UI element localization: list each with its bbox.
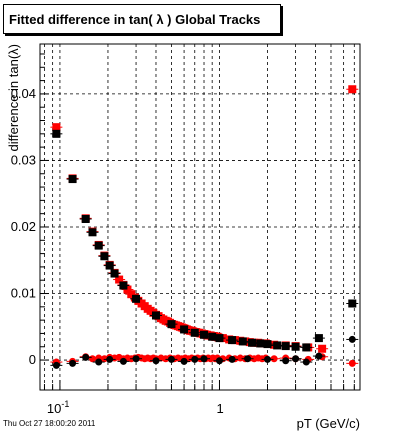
data-point	[88, 228, 97, 237]
data-point	[151, 311, 160, 320]
data-point	[190, 328, 199, 337]
data-point	[119, 357, 127, 365]
y-tick-label: 0.04	[11, 86, 36, 101]
data-point	[180, 325, 189, 334]
data-point	[256, 339, 265, 348]
data-point	[348, 359, 356, 367]
x-tick-label: 10-1	[47, 399, 69, 416]
data-point	[215, 334, 224, 343]
data-point	[244, 355, 252, 363]
data-point	[273, 341, 282, 350]
chart-title-box: Fitted difference in tan( λ ) Global Tra…	[3, 4, 281, 34]
y-tick-label: 0.02	[11, 219, 36, 234]
data-point	[132, 355, 140, 363]
y-tick-label: 0.03	[11, 152, 36, 167]
data-point	[69, 359, 77, 367]
data-point	[314, 334, 323, 343]
data-point	[208, 332, 217, 341]
axis-labels: 10-1 1 pT (GeV/c) difference in tan(λ)	[6, 44, 360, 431]
y-tick-label: 0.01	[11, 286, 36, 301]
data-point	[302, 358, 310, 366]
axes: 0 0.01 0.02 0.03 0.04	[11, 43, 361, 391]
x-axis-label: pT (GeV/c)	[297, 416, 360, 431]
data-point	[82, 353, 90, 361]
data-point	[110, 269, 119, 278]
data-point	[228, 355, 236, 363]
data-point	[270, 355, 278, 363]
data-point	[315, 352, 323, 360]
data-point	[318, 344, 327, 353]
data-point	[248, 338, 257, 347]
data-point	[238, 337, 247, 346]
data-point	[52, 129, 61, 138]
data-point	[115, 275, 124, 284]
data-point	[264, 355, 272, 363]
data-point	[95, 358, 103, 366]
data-point	[348, 85, 357, 94]
data-point	[105, 261, 114, 270]
data-points	[50, 85, 359, 369]
data-point	[52, 361, 60, 369]
data-point	[152, 357, 160, 365]
data-point	[100, 252, 109, 261]
data-point	[200, 330, 209, 339]
chart-title: Fitted difference in tan( λ ) Global Tra…	[9, 12, 261, 27]
data-point	[348, 299, 357, 308]
y-tick-label: 0	[29, 352, 36, 367]
data-point	[302, 343, 311, 352]
data-point	[52, 123, 61, 132]
data-point	[282, 357, 290, 365]
data-point	[191, 355, 199, 363]
data-point	[88, 355, 96, 363]
data-point	[291, 342, 300, 351]
data-point	[200, 355, 208, 363]
data-point	[123, 285, 132, 294]
plot-frame	[39, 43, 361, 391]
data-point	[81, 214, 90, 223]
data-point	[228, 336, 237, 345]
x-tick-label: 1	[216, 401, 223, 416]
data-point	[94, 241, 103, 250]
data-point	[119, 281, 128, 290]
y-axis-label: difference in tan(λ)	[6, 44, 21, 151]
data-point	[106, 355, 114, 363]
data-point	[263, 340, 272, 349]
timestamp: Thu Oct 27 18:00:20 2011	[3, 419, 96, 428]
data-point	[167, 320, 176, 329]
data-point	[68, 175, 77, 184]
data-point	[348, 335, 356, 343]
data-point	[281, 342, 290, 351]
data-point	[167, 355, 175, 363]
data-point	[180, 357, 188, 365]
data-point	[292, 355, 300, 363]
data-point	[132, 294, 141, 303]
data-point	[215, 357, 223, 365]
